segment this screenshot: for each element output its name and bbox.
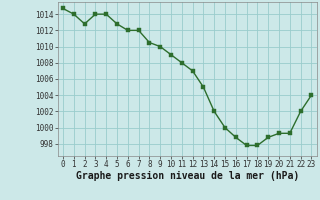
X-axis label: Graphe pression niveau de la mer (hPa): Graphe pression niveau de la mer (hPa): [76, 171, 299, 181]
